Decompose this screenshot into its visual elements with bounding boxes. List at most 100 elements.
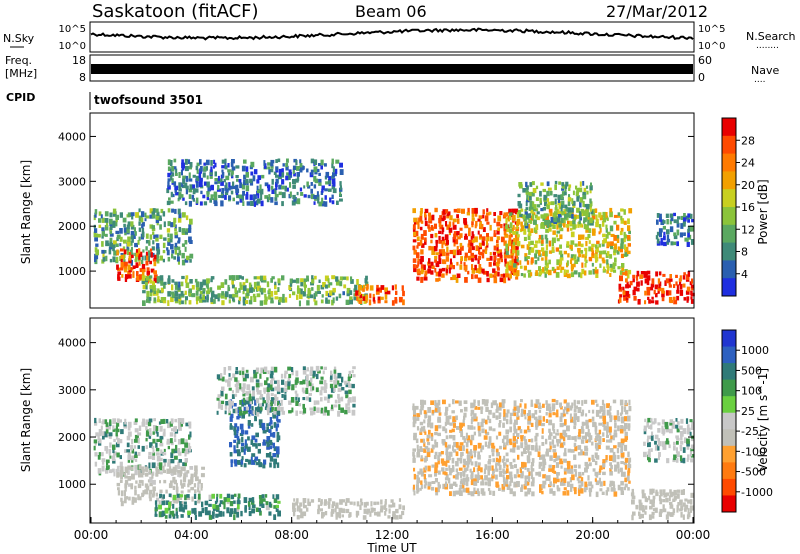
power-echo-cell <box>171 166 175 172</box>
power-echo-cell <box>155 218 160 224</box>
power-echo-cell <box>274 193 279 198</box>
velocity-echo-cell <box>531 462 535 467</box>
power-echo-cell <box>159 234 163 239</box>
velocity-echo-cell <box>113 451 117 456</box>
power-echo-cell <box>192 190 196 195</box>
velocity-echo-cell <box>545 400 548 405</box>
velocity-echo-cell <box>473 399 476 403</box>
power-echo-cell <box>413 267 417 273</box>
velocity-echo-cell <box>250 439 254 445</box>
velocity-echo-cell <box>298 508 303 513</box>
power-echo-cell <box>134 252 137 257</box>
velocity-echo-cell <box>682 428 687 434</box>
power-echo-cell <box>213 191 218 197</box>
velocity-echo-cell <box>412 418 417 424</box>
velocity-echo-cell <box>684 508 687 512</box>
power-echo-cell <box>256 188 261 194</box>
velocity-echo-cell <box>570 483 574 489</box>
velocity-echo-cell <box>609 431 612 436</box>
power-echo-cell <box>170 291 175 295</box>
power-echo-cell <box>281 297 285 303</box>
power-echo-cell <box>468 227 471 231</box>
power-echo-cell <box>245 172 249 178</box>
power-echo-cell <box>116 264 119 270</box>
power-echo-cell <box>434 233 438 238</box>
velocity-echo-cell <box>259 498 263 504</box>
velocity-echo-cell <box>651 431 654 436</box>
power-echo-cell <box>446 264 449 270</box>
velocity-echo-cell <box>606 421 609 427</box>
power-echo-cell <box>307 290 312 296</box>
power-echo-cell <box>151 252 155 258</box>
velocity-echo-cell <box>223 367 227 372</box>
velocity-echo-cell <box>512 433 515 437</box>
velocity-echo-cell <box>176 515 179 519</box>
velocity-echo-cell <box>309 383 314 387</box>
power-echo-cell <box>363 300 367 304</box>
velocity-echo-cell <box>585 425 590 429</box>
power-echo-cell <box>676 241 679 247</box>
power-echo-cell <box>327 284 331 288</box>
velocity-echo-cell <box>603 403 606 410</box>
power-echo-cell <box>668 290 672 296</box>
power-echo-cell <box>585 224 589 231</box>
power-echo-cell <box>213 159 216 164</box>
power-echo-cell <box>481 268 485 274</box>
power-echo-cell <box>155 208 159 213</box>
power-echo-cell <box>478 236 483 240</box>
velocity-echo-cell <box>577 407 582 413</box>
power-echo-cell <box>434 246 438 252</box>
velocity-echo-cell <box>691 421 694 428</box>
velocity-echo-cell <box>340 407 344 413</box>
velocity-echo-cell <box>194 510 197 515</box>
velocity-echo-cell <box>204 500 209 506</box>
power-echo-cell <box>506 266 509 272</box>
velocity-echo-cell <box>120 500 124 507</box>
power-echo-cell <box>250 161 255 168</box>
velocity-echo-cell <box>617 416 620 422</box>
velocity-echo-cell <box>269 409 272 413</box>
velocity-echo-cell <box>512 408 516 413</box>
power-echo-cell <box>130 259 133 266</box>
power-echo-cell <box>238 288 241 293</box>
power-echo-cell <box>666 234 670 241</box>
power-echo-cell <box>368 299 372 306</box>
velocity-echo-cell <box>545 438 548 445</box>
velocity-echo-cell <box>613 429 617 433</box>
velocity-echo-cell <box>527 475 530 482</box>
velocity-echo-cell <box>280 387 284 393</box>
power-echo-cell <box>588 256 593 262</box>
velocity-echo-cell <box>240 458 244 465</box>
power-echo-cell <box>613 214 618 218</box>
power-echo-cell <box>246 290 250 296</box>
power-echo-cell <box>238 299 241 305</box>
power-echo-cell <box>613 250 616 256</box>
power-echo-cell <box>628 230 631 235</box>
velocity-echo-cell <box>601 399 605 406</box>
power-echo-cell <box>210 166 213 173</box>
velocity-echo-cell <box>315 387 319 393</box>
power-echo-cell <box>202 290 206 294</box>
velocity-echo-cell <box>467 451 471 455</box>
velocity-echo-cell <box>412 452 415 457</box>
power-echo-cell <box>606 231 611 236</box>
power-echo-cell <box>568 187 571 191</box>
power-echo-cell <box>585 207 589 212</box>
velocity-echo-cell <box>505 452 509 457</box>
velocity-echo-cell <box>237 503 240 510</box>
power-echo-cell <box>434 207 438 213</box>
velocity-echo-cell <box>581 429 585 434</box>
velocity-echo-cell <box>434 451 438 456</box>
velocity-echo-cell <box>266 396 271 401</box>
velocity-echo-cell <box>617 468 620 474</box>
velocity-echo-cell <box>542 474 547 479</box>
velocity-echo-cell <box>149 497 152 502</box>
velocity-echo-cell <box>585 419 589 426</box>
power-echo-cell <box>508 208 512 214</box>
velocity-echo-cell <box>106 461 109 466</box>
velocity-echo-cell <box>662 499 666 503</box>
power-echo-cell <box>581 254 585 258</box>
power-echo-cell <box>281 275 285 281</box>
power-echo-cell <box>531 191 535 197</box>
power-echo-cell <box>227 284 230 290</box>
